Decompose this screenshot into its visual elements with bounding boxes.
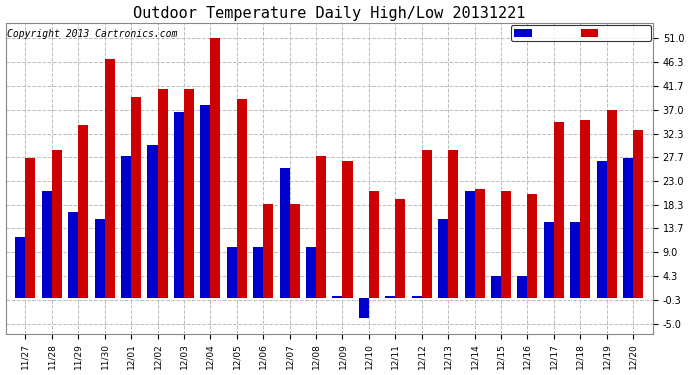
Bar (623, 158, 633, 298)
Bar (518, 276, 527, 298)
Bar (633, 130, 643, 298)
Bar (580, 120, 591, 298)
Bar (491, 276, 501, 298)
Bar (554, 122, 564, 298)
Bar (52, 150, 62, 298)
Bar (395, 199, 405, 298)
Bar (412, 296, 422, 298)
Bar (148, 146, 157, 298)
Bar (448, 150, 458, 298)
Bar (174, 112, 184, 298)
Bar (544, 222, 554, 298)
Bar (78, 125, 88, 298)
Bar (290, 204, 299, 298)
Bar (105, 59, 115, 298)
Bar (464, 191, 475, 298)
Bar (359, 298, 369, 318)
Bar (253, 247, 263, 298)
Title: Outdoor Temperature Daily High/Low 20131221: Outdoor Temperature Daily High/Low 20131… (133, 6, 526, 21)
Bar (131, 97, 141, 298)
Bar (157, 89, 168, 298)
Bar (26, 158, 35, 298)
Bar (597, 160, 607, 298)
Bar (501, 191, 511, 298)
Bar (607, 110, 617, 298)
Bar (385, 296, 395, 298)
Bar (279, 168, 290, 298)
Bar (570, 222, 580, 298)
Bar (95, 219, 105, 298)
Bar (333, 296, 342, 298)
Bar (306, 247, 316, 298)
Bar (227, 247, 237, 298)
Bar (42, 191, 52, 298)
Bar (369, 191, 379, 298)
Bar (527, 194, 538, 298)
Bar (263, 204, 273, 298)
Bar (121, 156, 131, 298)
Bar (438, 219, 449, 298)
Bar (422, 150, 432, 298)
Bar (184, 89, 194, 298)
Bar (316, 156, 326, 298)
Bar (200, 105, 210, 298)
Bar (210, 38, 220, 298)
Bar (68, 211, 78, 298)
Bar (342, 160, 353, 298)
Legend: Low  (°F), High  (°F): Low (°F), High (°F) (511, 25, 651, 41)
Bar (15, 237, 26, 298)
Text: Copyright 2013 Cartronics.com: Copyright 2013 Cartronics.com (7, 29, 177, 39)
Bar (475, 189, 484, 298)
Bar (237, 99, 247, 298)
